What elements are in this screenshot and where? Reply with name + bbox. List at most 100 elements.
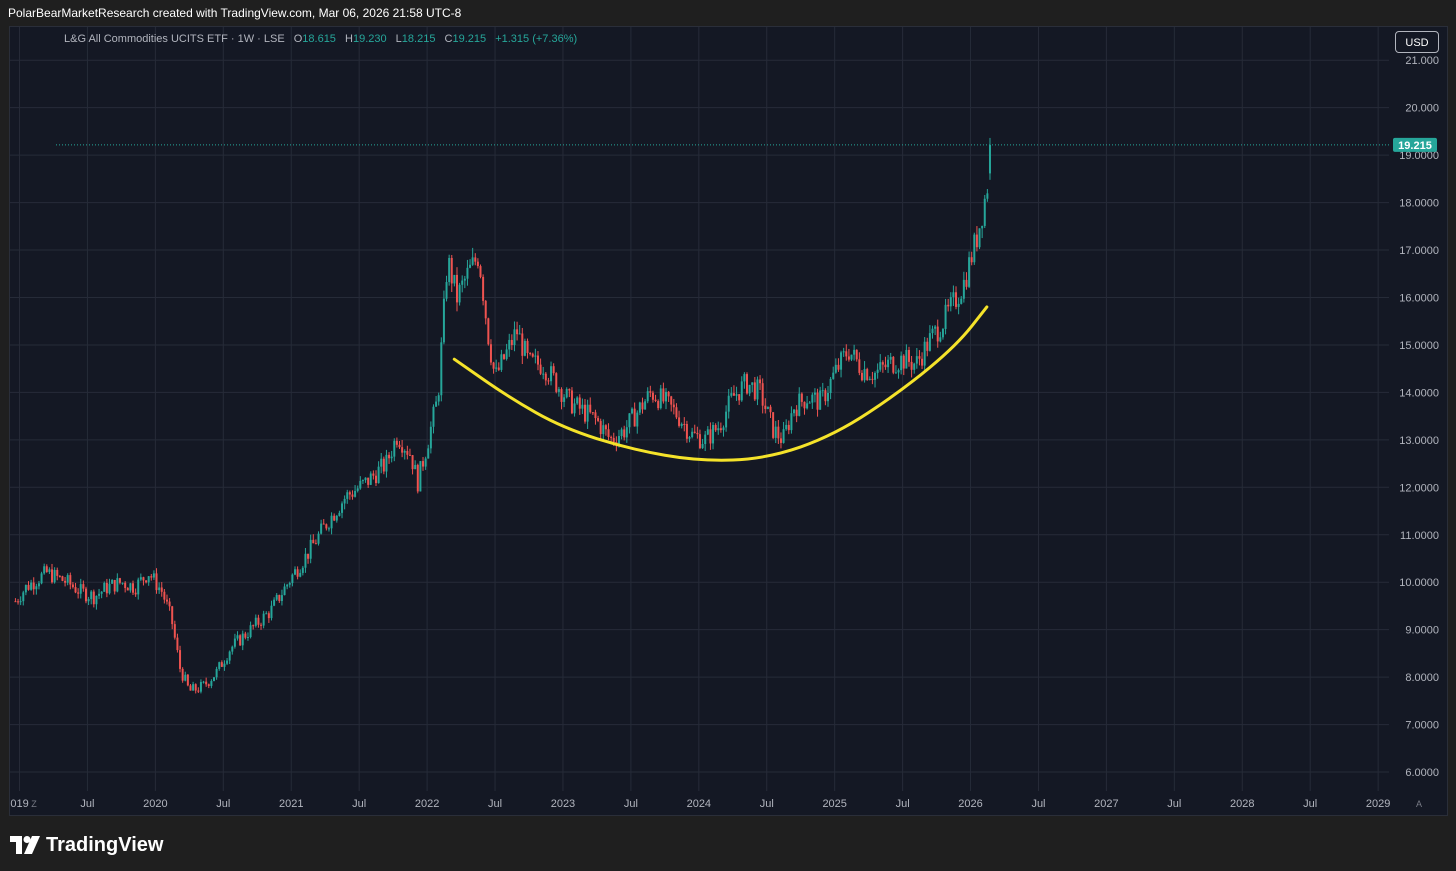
candle-body bbox=[939, 337, 942, 342]
candle-body bbox=[947, 304, 950, 307]
candle-body bbox=[145, 580, 148, 583]
candle-body bbox=[87, 599, 90, 602]
candle-body bbox=[422, 461, 425, 467]
candle-body bbox=[40, 573, 43, 584]
candle-body bbox=[693, 431, 696, 433]
candle-body bbox=[265, 613, 268, 615]
candle-body bbox=[388, 454, 391, 459]
y-tick-label: 20.000 bbox=[1405, 103, 1439, 115]
candle-body bbox=[118, 578, 121, 583]
candle-body bbox=[215, 668, 218, 678]
y-tick-label: 7.0000 bbox=[1405, 720, 1439, 732]
tradingview-brand: TradingView bbox=[46, 833, 164, 856]
candle-body bbox=[424, 458, 427, 467]
chart-background bbox=[10, 27, 1447, 815]
last-price-tag: 19.215 bbox=[1393, 137, 1437, 152]
candle-body bbox=[474, 257, 477, 262]
candle-body bbox=[926, 341, 929, 351]
candle-body bbox=[732, 393, 735, 396]
candle-body bbox=[581, 404, 584, 409]
candle-body bbox=[466, 267, 469, 279]
candle-body bbox=[463, 278, 466, 281]
candle-body bbox=[233, 638, 236, 647]
candle-body bbox=[359, 480, 362, 489]
candle-body bbox=[764, 405, 767, 409]
candle-body bbox=[513, 329, 516, 346]
candle-body bbox=[98, 593, 101, 596]
candle-body bbox=[309, 539, 312, 559]
candle-body bbox=[811, 394, 814, 403]
candle-body bbox=[142, 577, 145, 581]
candle-body bbox=[795, 409, 798, 416]
candle-body bbox=[568, 389, 571, 391]
candle-body bbox=[497, 367, 500, 370]
candle-body bbox=[241, 633, 244, 646]
candle-body bbox=[14, 601, 17, 603]
candle-body bbox=[743, 374, 746, 382]
candle-body bbox=[847, 356, 850, 360]
candle-body bbox=[769, 406, 772, 413]
candle-body bbox=[155, 573, 158, 591]
candle-body bbox=[416, 464, 419, 492]
y-tick-label: 14.0000 bbox=[1399, 387, 1439, 399]
candle-body bbox=[382, 458, 385, 472]
candle-body bbox=[19, 601, 22, 603]
candle-body bbox=[113, 580, 116, 592]
candle-body bbox=[275, 594, 278, 600]
candle-body bbox=[249, 625, 252, 638]
candle-body bbox=[970, 257, 973, 263]
candle-body bbox=[471, 257, 474, 265]
candle-body bbox=[889, 356, 892, 360]
candle-body bbox=[380, 458, 383, 467]
candle-body bbox=[855, 349, 858, 360]
candle-body bbox=[636, 412, 639, 427]
candle-body bbox=[179, 650, 182, 669]
candle-body bbox=[798, 393, 801, 416]
candle-body bbox=[280, 595, 283, 602]
candle-body bbox=[194, 684, 197, 691]
corner-left-button[interactable]: Z bbox=[31, 799, 37, 809]
chart-pane[interactable]: 6.0000 7.0000 8.0000 9.0000 10.0000 11.0000 12… bbox=[9, 26, 1448, 816]
candle-body bbox=[440, 342, 443, 396]
candle-body bbox=[725, 411, 728, 428]
candle-body bbox=[254, 617, 257, 626]
candle-body bbox=[688, 437, 691, 439]
corner-right-button[interactable]: A bbox=[1416, 799, 1422, 809]
candle-body bbox=[121, 582, 124, 584]
candle-body bbox=[437, 395, 440, 402]
candle-body bbox=[646, 391, 649, 402]
candle-body bbox=[529, 352, 532, 354]
candle-body bbox=[521, 333, 524, 356]
candle-body bbox=[95, 595, 98, 605]
candle-body bbox=[476, 261, 479, 267]
candle-body bbox=[24, 584, 27, 593]
price-chart[interactable]: 6.0000 7.0000 8.0000 9.0000 10.0000 11.0000 12… bbox=[10, 27, 1447, 815]
candle-body bbox=[419, 461, 422, 492]
candle-body bbox=[837, 364, 840, 370]
x-tick-label: 2027 bbox=[1094, 798, 1118, 810]
candle-body bbox=[484, 300, 487, 319]
candle-body bbox=[957, 303, 960, 307]
candle-body bbox=[348, 492, 351, 495]
candle-body bbox=[526, 340, 529, 353]
candle-body bbox=[625, 427, 628, 438]
candle-body bbox=[759, 379, 762, 384]
candlesticks bbox=[14, 137, 991, 694]
candle-body bbox=[876, 369, 879, 373]
currency-button[interactable]: USD bbox=[1395, 31, 1439, 53]
candle-body bbox=[147, 576, 150, 583]
candle-body bbox=[56, 569, 59, 576]
candle-body bbox=[270, 605, 273, 619]
candle-body bbox=[745, 374, 748, 394]
candle-body bbox=[698, 434, 701, 449]
candle-body bbox=[278, 594, 281, 602]
candle-body bbox=[482, 276, 485, 301]
candle-body bbox=[563, 397, 566, 402]
time-axis[interactable]: 019 Jul 2020 Jul 2021 Jul 2022 Jul 2023 Jul 2024 Ju… bbox=[10, 798, 1390, 810]
low-label: L bbox=[395, 33, 402, 45]
candle-body bbox=[333, 515, 336, 521]
candle-body bbox=[756, 379, 759, 400]
price-axis[interactable]: 6.0000 7.0000 8.0000 9.0000 10.0000 11.0000 12… bbox=[1399, 55, 1439, 779]
candle-body bbox=[66, 575, 69, 583]
open-value: 18.615 bbox=[302, 33, 336, 45]
